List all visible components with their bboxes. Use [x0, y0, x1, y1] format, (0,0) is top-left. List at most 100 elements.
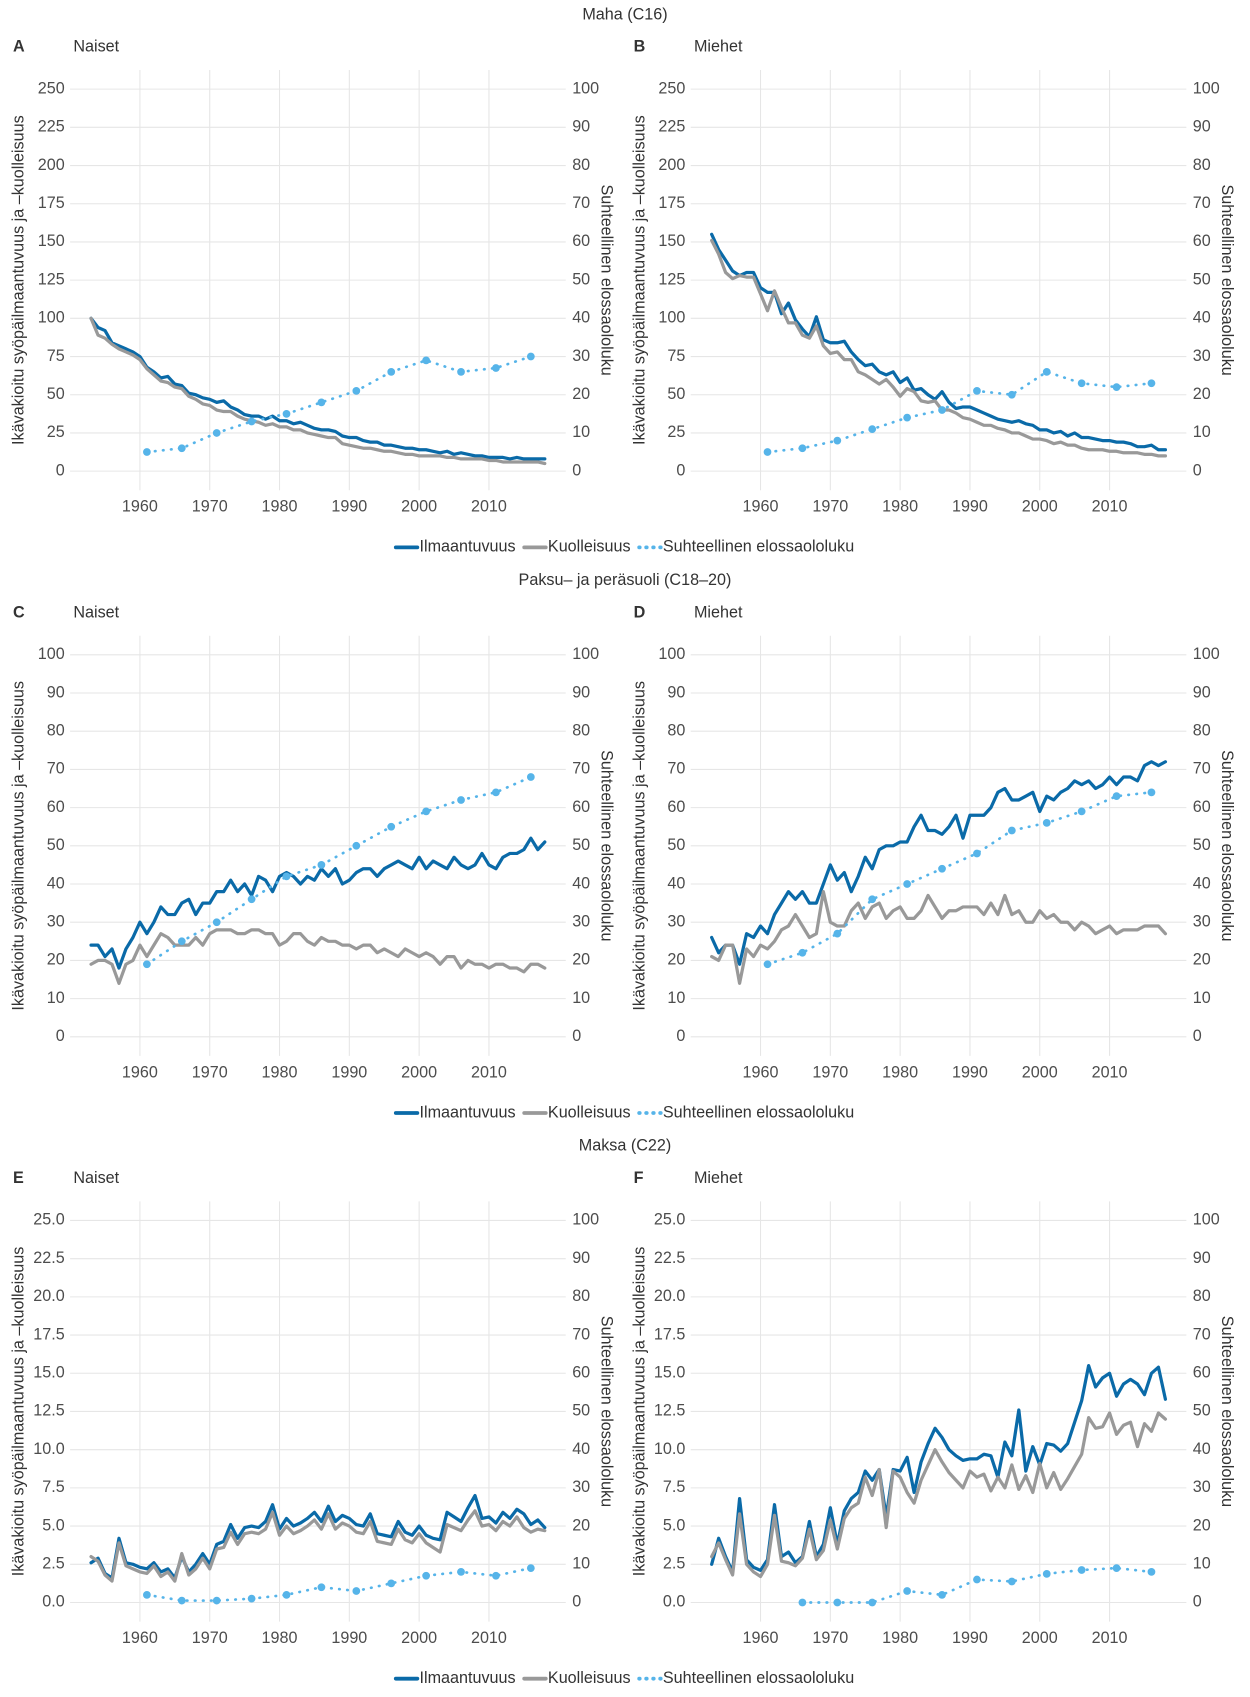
survival-line — [801, 1566, 1153, 1604]
y2-tick-label: 10 — [1193, 989, 1211, 1007]
survival-point — [1112, 383, 1121, 391]
y2-tick-label: 60 — [1193, 798, 1211, 816]
series-line — [89, 836, 547, 970]
y2-tick-label: 90 — [572, 1249, 590, 1267]
y-tick-label: 225 — [658, 118, 685, 136]
survival-point — [212, 429, 221, 437]
y-tick-label: 25.0 — [33, 1211, 64, 1229]
y2-tick-label: 50 — [1193, 1402, 1211, 1420]
panel-tag: A — [13, 38, 25, 56]
survival-point — [457, 1568, 465, 1576]
y-tick-label: 70 — [47, 760, 65, 778]
y-tick-label: 30 — [667, 912, 685, 930]
y-tick-label: 50 — [47, 836, 65, 854]
y-tick-label: 7.5 — [42, 1478, 64, 1496]
y2-tick-label: 100 — [1193, 645, 1220, 663]
panel-title: Naiset — [73, 1169, 119, 1187]
y-tick-label: 0 — [56, 1027, 65, 1045]
survival-point — [938, 406, 946, 414]
panel-tag: D — [634, 603, 646, 621]
y-tick-label: 20 — [47, 951, 65, 969]
y2-tick-label: 100 — [572, 79, 599, 97]
survival-point — [833, 436, 842, 445]
survival-line — [145, 355, 533, 454]
x-tick-label: 2000 — [401, 1063, 437, 1081]
x-tick-label: 1960 — [122, 1063, 158, 1081]
y-tick-label: 0 — [676, 1027, 685, 1045]
x-tick-label: 1980 — [262, 1063, 298, 1081]
survival-point — [387, 1579, 396, 1588]
y-axis-title: Ikävakioitu syöpäilmaantuvuus ja –kuolle… — [10, 681, 28, 1011]
x-tick-label: 1970 — [812, 498, 848, 516]
survival-point — [1112, 792, 1121, 801]
y2-tick-label: 100 — [1193, 79, 1220, 97]
y-tick-label: 5.0 — [663, 1516, 685, 1534]
y2-axis-title: Suhteellinen elossaololuku — [597, 750, 615, 941]
series-line — [710, 238, 1168, 458]
survival-point — [492, 364, 500, 372]
y-axis-title: Ikävakioitu syöpäilmaantuvuus ja –kuolle… — [10, 1247, 28, 1577]
survival-point — [973, 849, 981, 858]
y-axis-title: Ikävakioitu syöpäilmaantuvuus ja –kuolle… — [630, 1247, 648, 1577]
x-tick-label: 1980 — [882, 498, 918, 516]
survival-point — [833, 1598, 842, 1607]
survival-point — [868, 425, 877, 434]
y-tick-label: 25 — [47, 423, 65, 441]
y-axis-title: Ikävakioitu syöpäilmaantuvuus ja –kuolle… — [630, 681, 648, 1011]
x-tick-label: 1990 — [952, 1629, 988, 1647]
survival-point — [903, 413, 912, 422]
x-tick-label: 1960 — [743, 498, 779, 516]
y2-tick-label: 40 — [572, 874, 590, 892]
x-tick-label: 1980 — [262, 1629, 298, 1647]
legend: Ilmaantuvuus Kuolleisuus Suhteellinen elos… — [393, 1103, 854, 1121]
survival-point — [352, 387, 361, 395]
section-title: Paksu– ja peräsuoli (C18–20) — [519, 571, 732, 589]
survival-point — [282, 1590, 291, 1599]
x-tick-label: 1960 — [743, 1629, 779, 1647]
survival-point — [352, 1587, 361, 1595]
y2-tick-label: 80 — [1193, 1287, 1211, 1305]
survival-point — [1077, 1566, 1086, 1574]
x-tick-label: 2000 — [1022, 498, 1058, 516]
y2-axis-title: Suhteellinen elossaololuku — [597, 1316, 615, 1507]
survival-point — [526, 773, 535, 781]
y2-tick-label: 10 — [1193, 423, 1211, 441]
y-tick-label: 0.0 — [663, 1593, 685, 1611]
survival-point — [526, 1564, 535, 1572]
survival-point — [1147, 788, 1156, 797]
y2-tick-label: 70 — [1193, 760, 1211, 778]
survival-point — [212, 1596, 221, 1605]
y2-tick-label: 60 — [1193, 232, 1211, 250]
survival-point — [143, 448, 151, 456]
survival-point — [143, 1590, 151, 1599]
survival-point — [526, 352, 535, 361]
legend-label: Suhteellinen elossaololuku — [663, 1103, 854, 1121]
survival-point — [387, 367, 396, 376]
y-tick-label: 15.0 — [33, 1364, 64, 1382]
survival-point — [247, 895, 256, 904]
y2-tick-label: 10 — [1193, 1555, 1211, 1573]
survival-point — [1147, 1568, 1156, 1576]
survival-point — [387, 822, 396, 831]
y2-tick-label: 90 — [1193, 683, 1211, 701]
y-tick-label: 50 — [47, 385, 65, 403]
y-tick-label: 175 — [658, 194, 685, 212]
survival-point — [903, 1587, 912, 1595]
y2-tick-label: 0 — [1193, 1593, 1202, 1611]
y-axis-title: Ikävakioitu syöpäilmaantuvuus ja –kuolle… — [630, 115, 648, 445]
y2-tick-label: 10 — [572, 423, 590, 441]
y2-tick-label: 30 — [1193, 912, 1211, 930]
y-tick-label: 80 — [667, 721, 685, 739]
y2-tick-label: 30 — [1193, 347, 1211, 365]
y-tick-label: 200 — [658, 156, 685, 174]
y-tick-label: 125 — [38, 270, 65, 288]
y-tick-label: 10.0 — [33, 1440, 64, 1458]
survival-point — [1042, 819, 1051, 827]
y-tick-label: 17.5 — [654, 1325, 685, 1343]
survival-point — [1007, 390, 1016, 399]
x-tick-label: 1990 — [331, 1629, 367, 1647]
survival-point — [352, 841, 361, 850]
x-tick-label: 2010 — [471, 498, 507, 516]
